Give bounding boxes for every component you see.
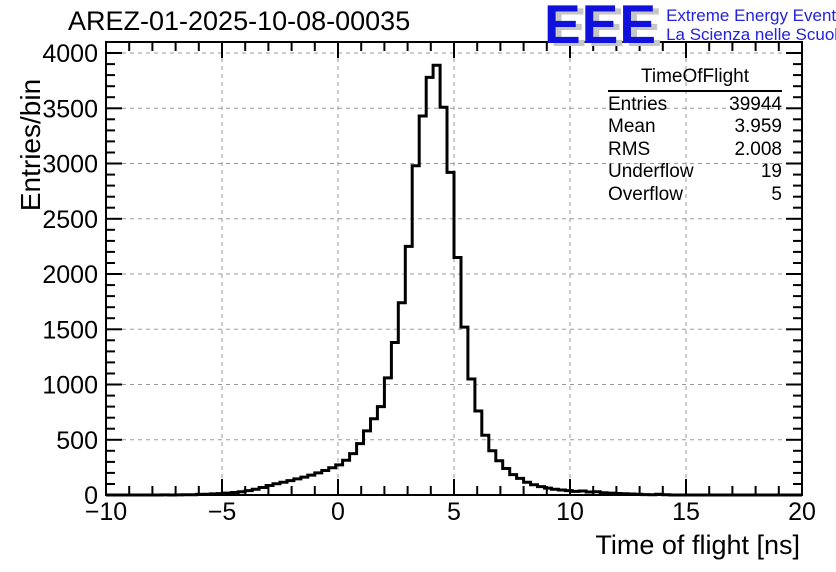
stats-row-overflow: Overflow 5 <box>608 184 782 206</box>
x-axis-title: Time of flight [ns] <box>595 530 800 560</box>
stats-label: Entries <box>608 94 668 115</box>
eee-logo-text: Extreme Energy Events La Scienza nelle S… <box>666 2 836 44</box>
stats-value: 39944 <box>729 94 782 115</box>
stats-value: 3.959 <box>734 116 782 138</box>
x-tick-labels: −10 −5 0 5 10 15 20 <box>85 498 816 526</box>
svg-text:0: 0 <box>331 498 345 526</box>
eee-logo-acronym: EEE <box>544 0 658 55</box>
stats-label: Overflow <box>608 183 683 205</box>
stats-value: 5 <box>771 183 782 205</box>
svg-text:−10: −10 <box>85 498 127 526</box>
svg-text:500: 500 <box>56 427 98 455</box>
svg-text:20: 20 <box>788 498 816 526</box>
stats-row-underflow: Underflow 19 <box>608 161 782 183</box>
stats-value: 2.008 <box>734 138 782 160</box>
svg-text:−5: −5 <box>208 498 237 526</box>
svg-text:10: 10 <box>556 498 584 526</box>
eee-logo-line2: La Scienza nelle Scuole <box>666 25 836 44</box>
svg-text:1000: 1000 <box>42 372 98 400</box>
eee-logo-line1: Extreme Energy Events <box>666 6 836 25</box>
stats-row-rms: RMS 2.008 <box>608 139 782 161</box>
svg-text:3500: 3500 <box>42 95 98 123</box>
eee-logo: EEE Extreme Energy Events La Scienza nel… <box>544 0 836 55</box>
stats-value: 19 <box>760 161 782 183</box>
stats-title: TimeOfFlight <box>608 66 782 92</box>
svg-text:2000: 2000 <box>42 261 98 289</box>
page-title: AREZ-01-2025-10-08-00035 <box>68 6 411 36</box>
stats-label: Underflow <box>608 161 694 183</box>
y-tick-labels: 0 500 1000 1500 2000 2500 3000 3500 4000 <box>42 40 98 510</box>
svg-text:3000: 3000 <box>42 151 98 179</box>
svg-text:0: 0 <box>84 482 98 510</box>
svg-text:15: 15 <box>672 498 700 526</box>
svg-text:5: 5 <box>447 498 461 526</box>
plot-frame <box>105 41 803 496</box>
stats-row-mean: Mean 3.959 <box>608 116 782 138</box>
svg-text:1500: 1500 <box>42 316 98 344</box>
y-axis-title: Entries/bin <box>15 78 46 212</box>
svg-text:2500: 2500 <box>42 206 98 234</box>
stats-label: Mean <box>608 116 656 138</box>
stats-row-entries: Entries 39944 <box>608 94 782 116</box>
stats-label: RMS <box>608 138 651 160</box>
stats-box: TimeOfFlight Entries 39944 Mean 3.959 RM… <box>608 66 782 206</box>
svg-text:4000: 4000 <box>42 40 98 68</box>
